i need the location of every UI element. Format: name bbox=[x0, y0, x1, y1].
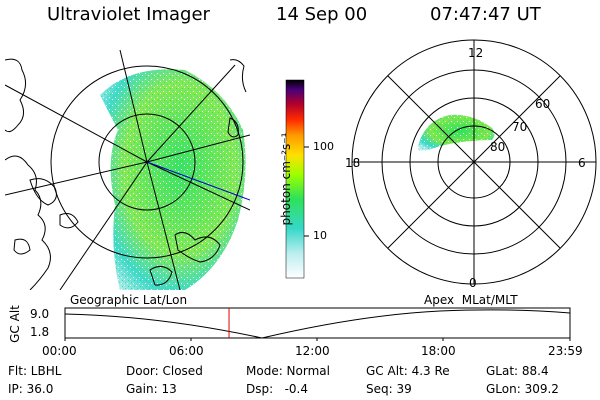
status-gc-alt: GC Alt: 4.3 Re bbox=[366, 364, 450, 378]
geo-meridian-5 bbox=[146, 161, 181, 290]
geo-lat-circle-outer bbox=[50, 65, 244, 259]
altitude-ytick-low: 1.8 bbox=[30, 325, 50, 339]
xtick-label-12: 12:00 bbox=[295, 344, 330, 358]
status-mode: Mode: Normal bbox=[246, 364, 330, 378]
xtick-label-2359: 23:59 bbox=[548, 344, 583, 358]
status-dsp: Dsp: -0.4 bbox=[246, 382, 309, 396]
noon-direction-line bbox=[146, 161, 250, 201]
coastline-greenland bbox=[5, 58, 26, 133]
coastline-scandinavia bbox=[227, 59, 247, 138]
time-label: 07:47:47 UT bbox=[430, 4, 541, 25]
mlt-label-18: 18 bbox=[345, 156, 361, 170]
mlat-label-70: 70 bbox=[512, 120, 528, 134]
geo-caption: Geographic Lat/Lon bbox=[70, 293, 188, 307]
geo-meridian-2 bbox=[5, 84, 148, 163]
polar-plot bbox=[351, 39, 597, 285]
mlat-label-80: 80 bbox=[490, 140, 506, 154]
polar-caption: Apex MLat/MLT bbox=[424, 293, 518, 307]
colorbar bbox=[285, 79, 305, 279]
geo-meridian-7 bbox=[146, 64, 236, 163]
altitude-plot bbox=[64, 307, 571, 341]
status-glon: GLon: 309.2 bbox=[486, 382, 559, 396]
status-filter: Flt: LBHL bbox=[8, 364, 62, 378]
date-label: 14 Sep 00 bbox=[276, 4, 368, 25]
geo-meridian-3 bbox=[5, 161, 148, 196]
status-door: Door: Closed bbox=[126, 364, 203, 378]
geo-lat-circle-inner bbox=[98, 113, 196, 211]
altitude-curve bbox=[64, 309, 571, 339]
geo-meridian-1 bbox=[119, 50, 148, 163]
status-ip: IP: 36.0 bbox=[8, 382, 54, 396]
polar-diagonal-2 bbox=[387, 75, 561, 249]
coastline-islands bbox=[13, 178, 79, 255]
status-glat: GLat: 88.4 bbox=[486, 364, 549, 378]
altitude-ytick-high: 9.0 bbox=[30, 307, 50, 321]
xtick-label-18: 18:00 bbox=[421, 344, 456, 358]
mlt-label-6: 6 bbox=[578, 156, 586, 170]
altitude-ylabel: GC Alt bbox=[8, 305, 22, 343]
altitude-plot-frame bbox=[64, 307, 571, 339]
mlt-label-0: 0 bbox=[469, 276, 477, 290]
mlt-label-12: 12 bbox=[468, 46, 484, 60]
geo-meridian-4 bbox=[59, 161, 148, 290]
coastline-east bbox=[149, 231, 221, 286]
geographic-map bbox=[5, 50, 250, 290]
geo-meridian-6 bbox=[146, 134, 250, 163]
status-seq: Seq: 39 bbox=[366, 382, 412, 396]
colorbar-unit-label: photon cm⁻²s⁻¹ bbox=[279, 132, 293, 226]
geo-meridian-8 bbox=[146, 161, 250, 211]
xtick-label-06: 06:00 bbox=[169, 344, 204, 358]
mlat-label-60: 60 bbox=[535, 97, 551, 111]
status-gain: Gain: 13 bbox=[126, 382, 177, 396]
colorbar-label-10: 10 bbox=[313, 229, 327, 242]
xtick-label-00: 00:00 bbox=[42, 344, 77, 358]
instrument-title: Ultraviolet Imager bbox=[47, 4, 210, 25]
coastline-west bbox=[5, 155, 51, 290]
colorbar-label-100: 100 bbox=[313, 140, 334, 153]
